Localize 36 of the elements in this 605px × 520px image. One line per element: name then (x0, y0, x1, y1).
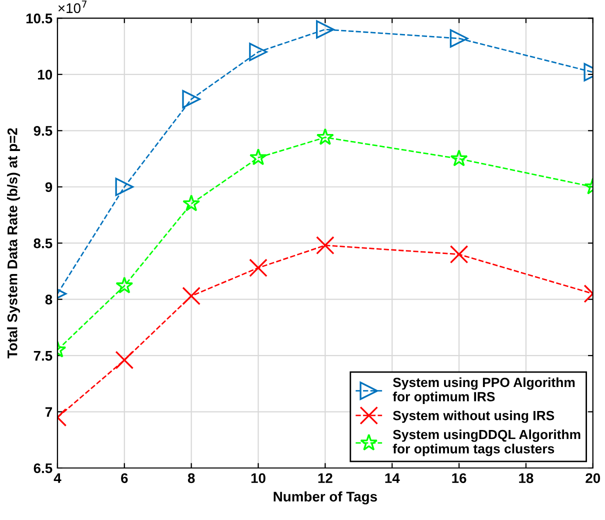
y-tick-label: 7 (45, 407, 52, 417)
x-tick-label: 20 (586, 473, 600, 484)
point (249, 258, 268, 278)
point (316, 20, 334, 39)
y-tick-label: 9 (45, 182, 52, 192)
legend-label: System without using IRS (393, 410, 554, 423)
y-tick-label: 10 (38, 70, 52, 80)
y-tick-label: 8.5 (34, 238, 52, 248)
y-tick-label: 10.5 (26, 14, 52, 24)
point (182, 194, 200, 212)
point (249, 42, 268, 62)
point (115, 350, 134, 370)
y-axis-title: Total System Data Rate (b/s) at p=2 (7, 128, 20, 358)
x-tick-label: 18 (519, 473, 534, 484)
point (116, 276, 134, 294)
x-tick-label: 12 (318, 473, 332, 483)
x-tick-label: 4 (54, 473, 62, 483)
point (316, 128, 334, 145)
x-tick-label: 10 (251, 473, 266, 484)
y-tick-label: 6.5 (34, 463, 52, 474)
x-tick-label: 16 (452, 473, 466, 484)
point (250, 148, 268, 166)
legend-label: System usingDDQL Algorithm for optimum tags clusters (392, 430, 580, 456)
point (182, 90, 200, 108)
point (182, 286, 200, 306)
legend-label: System using PPO Algorithm for optimum IRS (392, 377, 575, 404)
x-tick-label: 8 (188, 473, 195, 484)
text: ×10$^{7}$ (58, 0, 87, 14)
x-tick-label: 6 (121, 473, 128, 484)
point (115, 178, 134, 196)
y-tick-label: 8 (45, 294, 52, 304)
y-tick-label: 9.5 (34, 126, 52, 136)
point (316, 236, 334, 255)
x-axis-title: Number of Tags (274, 491, 377, 504)
x-tick-label: 14 (385, 473, 400, 483)
y-tick-label: 7.5 (34, 351, 52, 361)
